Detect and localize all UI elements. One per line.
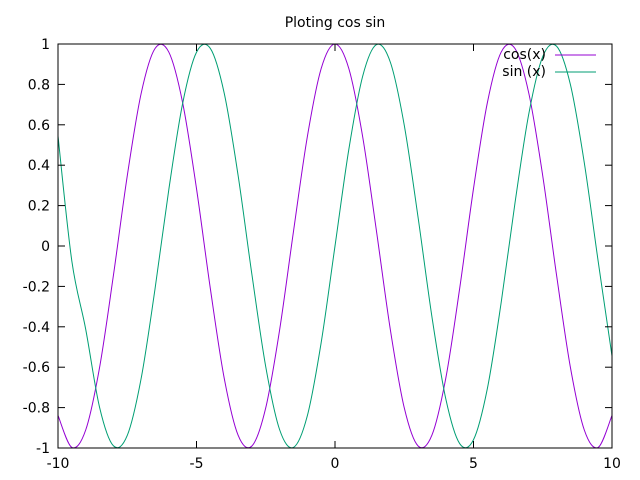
plot-area: [57, 43, 613, 449]
y-tick-label: 0.6: [28, 118, 50, 134]
y-tick-label: 0: [41, 239, 50, 255]
x-tick-label: 5: [469, 456, 478, 472]
chart-title: Ploting cos sin: [285, 15, 386, 31]
y-tick-label: -0.8: [23, 401, 50, 417]
y-tick-label: 0.8: [28, 77, 50, 93]
y-tick-label: 0.4: [28, 158, 50, 174]
series-line-sin: [57, 43, 613, 449]
y-tick-label: 1: [41, 37, 50, 53]
y-tick-label: -1: [36, 441, 50, 457]
x-tick-label: -5: [190, 456, 204, 472]
legend-label-sin: sin (x): [502, 64, 546, 80]
x-tick-label: 0: [331, 456, 340, 472]
y-tick-label: -0.4: [23, 320, 50, 336]
y-tick-label: 0.2: [28, 199, 50, 215]
y-tick-label: -0.6: [23, 360, 50, 376]
x-tick-label: 10: [603, 456, 621, 472]
legend: cos(x) sin (x): [502, 47, 596, 80]
axes: -10 -5 0 5 10 -1 -0.8 -0.6 -0.4 -0.2 0 0.2 0.4 0.6 0.8…: [23, 37, 621, 472]
y-tick-label: -0.2: [23, 279, 50, 295]
x-tick-label: -10: [47, 456, 70, 472]
legend-label-cos: cos(x): [503, 47, 546, 63]
